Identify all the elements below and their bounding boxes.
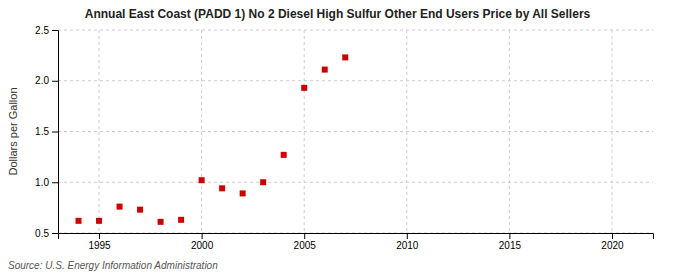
x-axis-tick-label: 2020	[601, 240, 624, 251]
x-axis-tick-mark	[612, 233, 613, 239]
point	[260, 179, 266, 185]
x-axis-tick: 2005	[294, 233, 317, 251]
x-axis-tick-mark	[407, 233, 408, 239]
y-axis-tick-label: 1.0	[35, 177, 49, 188]
y-axis-tick-mark	[52, 182, 58, 183]
x-axis-tick: 2020	[601, 233, 624, 251]
grid-line-y	[58, 131, 653, 132]
point	[158, 219, 164, 225]
y-axis-tick: 2.0	[35, 75, 58, 86]
grid-line-x	[99, 30, 100, 233]
point	[322, 67, 328, 73]
y-axis-title: Dollars per Gallon	[7, 87, 19, 175]
x-axis: 1995 2000 2005 2010 2015 2020	[59, 233, 654, 251]
y-axis-tick-mark	[52, 81, 58, 82]
y-axis-tick-mark	[52, 233, 58, 234]
x-axis-tick-mark	[304, 233, 305, 239]
source: Source: U.S. Energy Information Administ…	[8, 260, 218, 271]
point	[281, 152, 287, 158]
x-axis-tick-mark	[509, 233, 510, 239]
y-axis-tick-mark	[52, 132, 58, 133]
point	[137, 207, 143, 213]
y-axis-tick: 0.5	[35, 228, 58, 239]
point	[301, 85, 307, 91]
x-axis-tick-mark	[202, 233, 203, 239]
point	[76, 218, 82, 224]
points	[76, 54, 349, 224]
x-axis-tick-label: 2005	[294, 240, 317, 251]
point	[178, 217, 184, 223]
y-axis: 0.5 1.0 1.5 2.0 2.5	[35, 25, 58, 239]
y-axis-tick-label: 2.5	[35, 25, 49, 36]
x-axis-tick-mark	[99, 233, 100, 239]
title: Annual East Coast (PADD 1) No 2 Diesel H…	[85, 7, 591, 21]
grid-line-x	[201, 30, 202, 233]
point	[342, 54, 348, 60]
x-axis-line	[59, 234, 654, 240]
point	[240, 190, 246, 196]
y-axis-tick: 2.5	[35, 25, 58, 36]
y-axis-line	[52, 31, 59, 234]
y-axis-tick: 1.5	[35, 126, 58, 137]
y-axis-tick-mark	[52, 30, 58, 31]
x-axis-tick-label: 1995	[88, 240, 111, 251]
point	[117, 204, 123, 210]
x-axis-tick: 2010	[396, 233, 419, 251]
point	[199, 177, 205, 183]
grid-line-y	[58, 30, 653, 31]
grid-line-y	[58, 80, 653, 81]
grid-line-y	[58, 182, 653, 183]
x-axis-tick-label: 2010	[396, 240, 419, 251]
plot-area: 1995 2000 2005 2010 2015 2020 0.5 1.0 1.5 2.0 2.5	[35, 25, 653, 251]
x-axis-tick: 1995	[88, 233, 111, 251]
point	[96, 218, 102, 224]
y-axis-tick-label: 2.0	[35, 75, 49, 86]
point	[219, 185, 225, 191]
y-axis-tick: 1.0	[35, 177, 58, 188]
grid	[58, 30, 653, 233]
y-axis-tick-label: 1.5	[35, 126, 49, 137]
x-axis-tick: 2000	[191, 233, 214, 251]
x-axis-tick-label: 2000	[191, 240, 214, 251]
x-axis-tick: 2015	[499, 233, 522, 251]
chart: 1995 2000 2005 2010 2015 2020 0.5 1.0 1.5 2.0 2.5 D…	[0, 0, 675, 275]
x-axis-tick-label: 2015	[499, 240, 522, 251]
y-axis-tick-label: 0.5	[35, 228, 49, 239]
